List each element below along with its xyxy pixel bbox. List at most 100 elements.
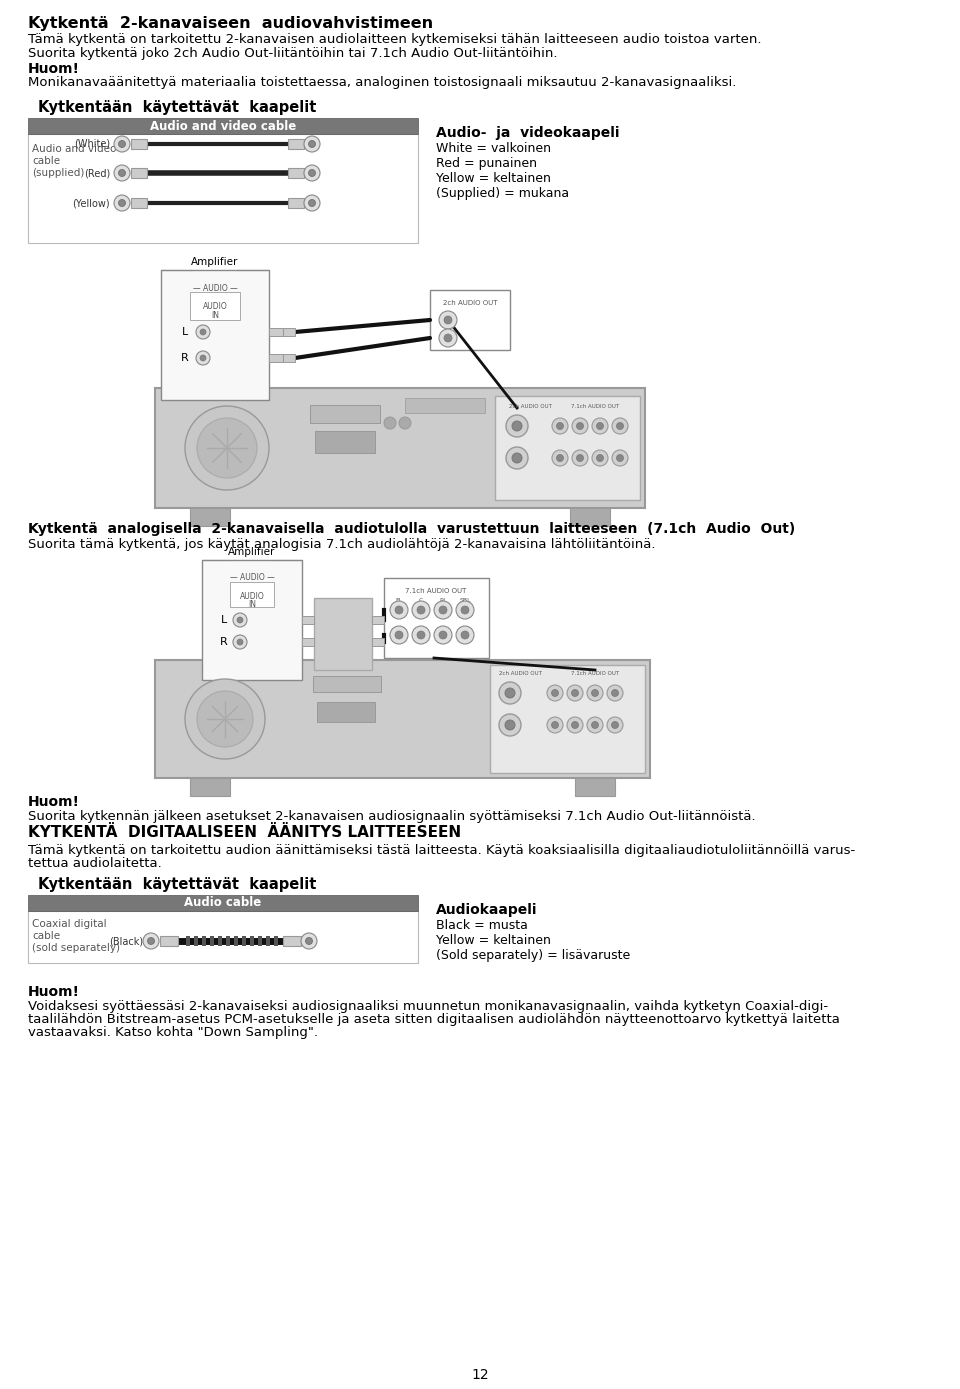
Circle shape bbox=[607, 717, 623, 733]
Bar bbox=[313, 676, 381, 692]
Text: Huom!: Huom! bbox=[28, 63, 80, 76]
Text: AUDIO: AUDIO bbox=[240, 592, 264, 601]
Text: 2ch AUDIO OUT: 2ch AUDIO OUT bbox=[509, 404, 551, 408]
Text: 7.1ch AUDIO OUT: 7.1ch AUDIO OUT bbox=[571, 404, 619, 408]
Text: Kytkentään  käytettävät  kaapelit: Kytkentään käytettävät kaapelit bbox=[38, 100, 317, 115]
Circle shape bbox=[412, 601, 430, 619]
Text: (Yellow): (Yellow) bbox=[72, 199, 110, 208]
Bar bbox=[575, 778, 615, 796]
Bar bbox=[266, 936, 270, 946]
Text: Yellow = keltainen: Yellow = keltainen bbox=[436, 933, 551, 947]
Circle shape bbox=[461, 631, 469, 639]
Circle shape bbox=[233, 613, 247, 626]
Circle shape bbox=[557, 454, 564, 461]
Bar bbox=[490, 665, 645, 774]
Text: Suorita kytkentä joko 2ch Audio Out-liitäntöihin tai 7.1ch Audio Out-liitäntöihi: Suorita kytkentä joko 2ch Audio Out-liit… bbox=[28, 47, 558, 60]
Circle shape bbox=[384, 417, 396, 429]
Circle shape bbox=[587, 685, 603, 701]
Text: White = valkoinen: White = valkoinen bbox=[436, 142, 551, 156]
Bar bbox=[315, 431, 375, 453]
Text: (supplied): (supplied) bbox=[32, 168, 84, 178]
Text: Audio and video cable: Audio and video cable bbox=[150, 119, 296, 132]
Text: R: R bbox=[181, 353, 189, 363]
Text: Audio cable: Audio cable bbox=[184, 896, 262, 910]
Text: cable: cable bbox=[32, 931, 60, 940]
Text: Kytkentä  2-kanavaiseen  audiovahvistimeen: Kytkentä 2-kanavaiseen audiovahvistimeen bbox=[28, 17, 433, 31]
Circle shape bbox=[461, 606, 469, 614]
Circle shape bbox=[571, 689, 579, 696]
Circle shape bbox=[304, 165, 320, 181]
Text: R: R bbox=[220, 638, 228, 647]
Text: 12: 12 bbox=[471, 1368, 489, 1382]
Bar bbox=[269, 328, 283, 336]
Bar bbox=[242, 936, 246, 946]
Text: (Supplied) = mukana: (Supplied) = mukana bbox=[436, 188, 569, 200]
Circle shape bbox=[439, 606, 447, 614]
Circle shape bbox=[499, 714, 521, 736]
Text: Voidaksesi syöttäessäsi 2-kanavaiseksi audiosignaaliksi muunnetun monikanavasign: Voidaksesi syöttäessäsi 2-kanavaiseksi a… bbox=[28, 1000, 828, 1013]
Circle shape bbox=[567, 685, 583, 701]
Bar bbox=[160, 936, 178, 946]
Circle shape bbox=[390, 626, 408, 644]
Circle shape bbox=[434, 601, 452, 619]
Circle shape bbox=[185, 679, 265, 758]
Circle shape bbox=[505, 720, 515, 731]
Circle shape bbox=[143, 933, 159, 949]
Circle shape bbox=[444, 333, 452, 342]
Circle shape bbox=[233, 635, 247, 649]
Text: Audio-  ja  videokaapeli: Audio- ja videokaapeli bbox=[436, 126, 619, 140]
Bar bbox=[210, 936, 214, 946]
Circle shape bbox=[439, 329, 457, 347]
Bar bbox=[202, 936, 206, 946]
Circle shape bbox=[551, 689, 559, 696]
Bar bbox=[283, 354, 295, 363]
Circle shape bbox=[200, 356, 206, 361]
Circle shape bbox=[557, 422, 564, 429]
Bar bbox=[131, 199, 147, 208]
Circle shape bbox=[572, 418, 588, 433]
Bar bbox=[28, 118, 418, 133]
Circle shape bbox=[417, 606, 425, 614]
Bar bbox=[226, 936, 230, 946]
Circle shape bbox=[197, 690, 253, 747]
Bar bbox=[190, 292, 240, 319]
Circle shape bbox=[577, 454, 584, 461]
Bar bbox=[186, 936, 190, 946]
Circle shape bbox=[118, 169, 126, 176]
Circle shape bbox=[567, 717, 583, 733]
Text: Amplifier: Amplifier bbox=[191, 257, 239, 267]
Circle shape bbox=[118, 140, 126, 147]
Bar bbox=[269, 354, 283, 363]
Text: Tämä kytkentä on tarkoitettu audion äänittämiseksi tästä laitteesta. Käytä koaks: Tämä kytkentä on tarkoitettu audion ääni… bbox=[28, 845, 855, 857]
Bar bbox=[405, 399, 485, 413]
Circle shape bbox=[552, 418, 568, 433]
Circle shape bbox=[577, 422, 584, 429]
Bar bbox=[430, 290, 510, 350]
Bar bbox=[234, 936, 238, 946]
Circle shape bbox=[444, 317, 452, 324]
Circle shape bbox=[512, 453, 522, 463]
Bar bbox=[250, 936, 254, 946]
Circle shape bbox=[591, 721, 598, 728]
Text: IN: IN bbox=[211, 311, 219, 319]
Text: Suorita kytkennän jälkeen asetukset 2-kanavaisen audiosignaalin syöttämiseksi 7.: Suorita kytkennän jälkeen asetukset 2-ka… bbox=[28, 810, 756, 824]
Bar bbox=[194, 936, 198, 946]
Circle shape bbox=[395, 606, 403, 614]
Circle shape bbox=[551, 721, 559, 728]
Circle shape bbox=[506, 447, 528, 469]
Circle shape bbox=[512, 421, 522, 431]
Circle shape bbox=[612, 721, 618, 728]
Text: cable: cable bbox=[32, 156, 60, 167]
Bar bbox=[28, 133, 418, 243]
Text: (Red): (Red) bbox=[84, 168, 110, 178]
Text: Black = musta: Black = musta bbox=[436, 920, 528, 932]
Text: 2ch AUDIO OUT: 2ch AUDIO OUT bbox=[498, 671, 541, 676]
Circle shape bbox=[395, 631, 403, 639]
Text: — AUDIO —: — AUDIO — bbox=[193, 283, 237, 293]
Text: Yellow = keltainen: Yellow = keltainen bbox=[436, 172, 551, 185]
Text: 7.1ch AUDIO OUT: 7.1ch AUDIO OUT bbox=[571, 671, 619, 676]
Bar bbox=[131, 168, 147, 178]
Text: RL: RL bbox=[439, 599, 446, 603]
Bar bbox=[310, 406, 380, 424]
Bar bbox=[218, 936, 222, 946]
